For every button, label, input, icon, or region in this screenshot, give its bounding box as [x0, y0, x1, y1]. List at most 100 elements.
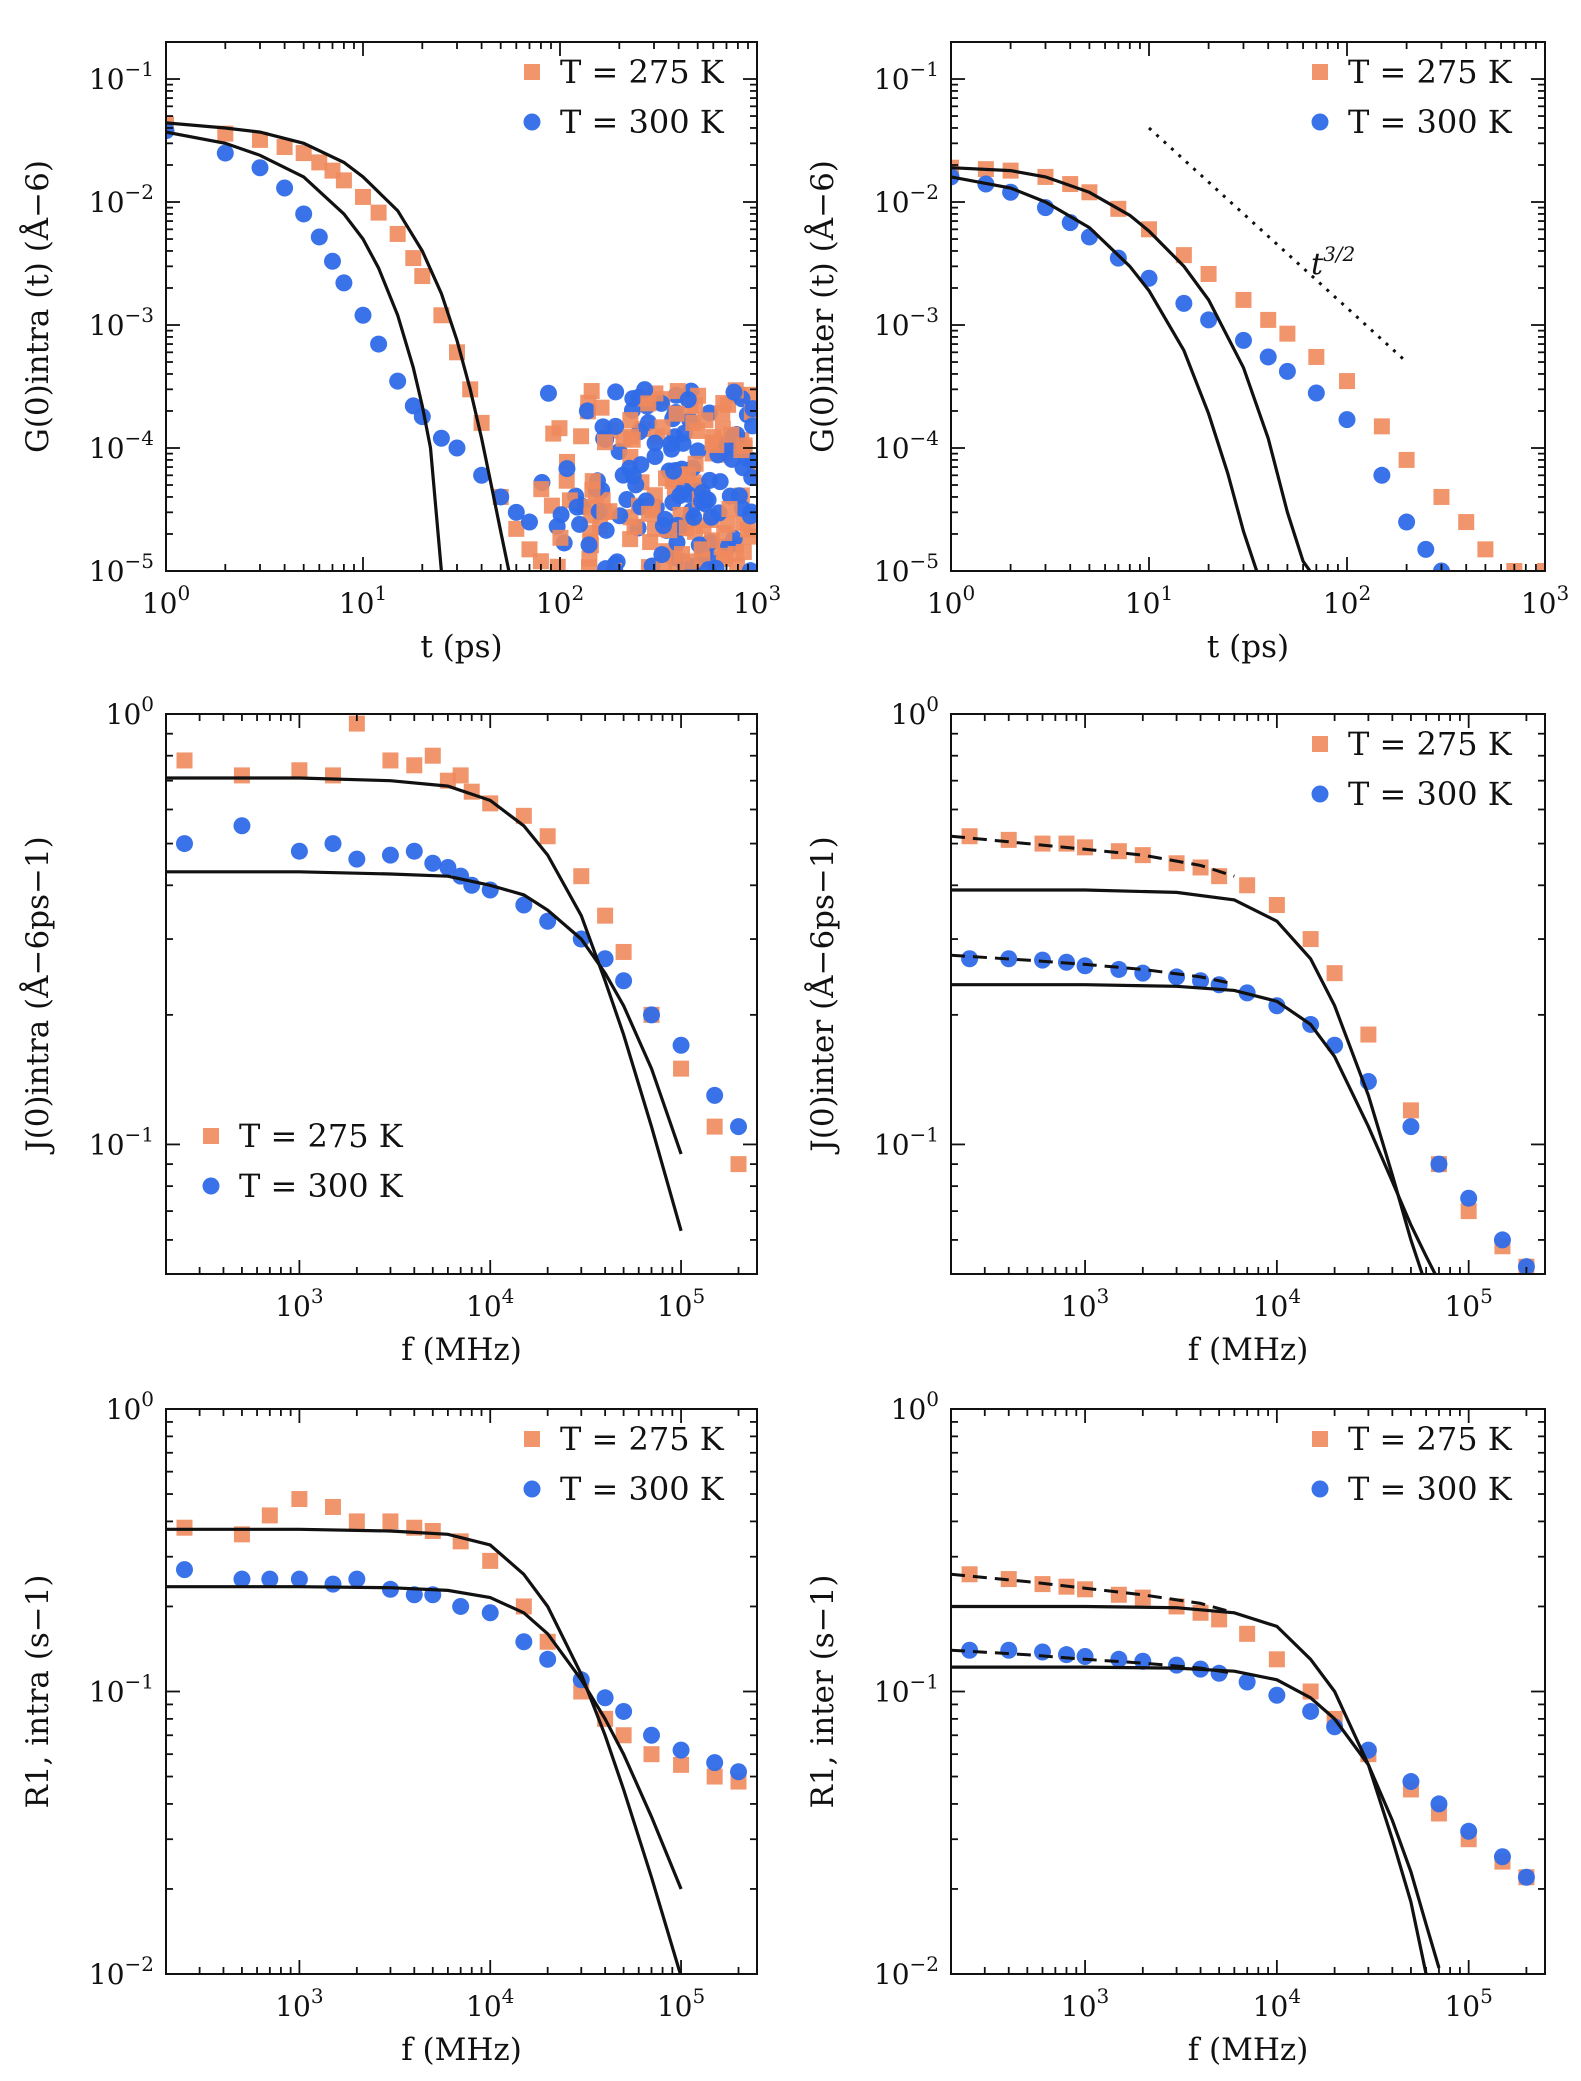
x-axis-label: t (ps) [420, 629, 502, 665]
x-tick-label: 105 [657, 1984, 705, 2023]
series-300K [961, 1641, 1535, 1886]
data-point [452, 1597, 470, 1615]
data-point [1110, 960, 1128, 978]
data-point [551, 420, 568, 437]
data-point [324, 767, 341, 784]
data-point [175, 1561, 193, 1579]
x-tick-label: 105 [657, 1284, 705, 1323]
data-point [1200, 311, 1218, 329]
data-point [348, 715, 365, 732]
x-tick-label: 105 [1444, 1984, 1492, 2023]
data-point [251, 159, 269, 177]
data-point [733, 442, 750, 459]
data-point [730, 1763, 748, 1781]
data-point [664, 493, 682, 511]
plot-frame [165, 41, 758, 572]
x-tick-label: 103 [733, 581, 781, 620]
data-point [706, 1768, 723, 1785]
series-300K [951, 168, 1450, 571]
fit-solid-300K [166, 1585, 683, 1890]
data-point [1260, 311, 1277, 328]
data-point [744, 417, 757, 435]
data-point [1192, 1604, 1209, 1621]
legend-marker [523, 113, 541, 131]
series-300K [166, 122, 538, 531]
y-tick-label: 10−4 [874, 426, 939, 465]
x-tick-label: 103 [1061, 1284, 1109, 1323]
x-tick-label: 103 [275, 1284, 323, 1323]
data-point [1259, 348, 1277, 366]
data-point [730, 487, 748, 505]
legend-label: T = 275 K [239, 1117, 404, 1155]
data-point [1430, 1795, 1448, 1813]
data-point [549, 558, 566, 571]
axis-ticks [165, 41, 758, 572]
data-point [1339, 373, 1355, 390]
data-point [730, 1156, 747, 1173]
data-point [607, 417, 625, 435]
legend-label: T = 300 K [1348, 1470, 1513, 1508]
data-point [276, 139, 293, 156]
legend: T = 275 K T = 300 K [202, 1117, 404, 1205]
data-point [624, 431, 641, 448]
data-point [721, 501, 738, 518]
data-point [706, 1118, 723, 1135]
y-axis-label: J(0)intra (Å−6ps−1) [18, 836, 56, 1155]
data-point [668, 405, 685, 422]
data-point [1398, 451, 1415, 468]
data-point [1398, 513, 1416, 531]
y-axis-label: G(0)intra (t) (Å−6) [18, 160, 56, 453]
data-point [568, 498, 586, 516]
data-point [727, 545, 744, 562]
panel-4: 103 104 105 10−1 100 f (MHz) J(0)inter (Å−6ps−… [803, 692, 1546, 1368]
data-point [1537, 563, 1545, 571]
data-point [1109, 249, 1127, 267]
series-300K [961, 950, 1535, 1274]
fit-solid-300K [166, 870, 683, 1155]
series-275K [961, 828, 1535, 1274]
data-point [166, 122, 175, 140]
axis-ticks [950, 1408, 1545, 1975]
fit-solid-275K [951, 888, 1424, 1274]
data-point [707, 559, 725, 571]
x-tick-label: 101 [339, 581, 387, 620]
data-point [654, 419, 671, 436]
y-tick-label: 10−1 [89, 57, 154, 96]
data-point [744, 400, 757, 418]
data-point [552, 529, 569, 546]
data-point [741, 562, 757, 571]
plot-area [951, 126, 1545, 571]
data-point [1239, 877, 1256, 894]
data-point [583, 383, 600, 400]
data-point [1175, 247, 1192, 264]
legend-marker [203, 1128, 219, 1144]
data-point [593, 399, 610, 416]
data-point [1458, 514, 1475, 531]
data-point [370, 335, 388, 353]
data-point [324, 1575, 342, 1593]
legend-label: T = 300 K [239, 1167, 404, 1205]
data-point [679, 391, 697, 409]
y-axis-label: R1, inter (s−1) [805, 1575, 841, 1809]
data-point [725, 383, 743, 401]
data-point [1517, 1258, 1535, 1274]
data-point [405, 250, 422, 267]
data-point [646, 447, 664, 465]
data-point [1110, 843, 1127, 860]
data-point [665, 462, 683, 480]
data-point [1326, 965, 1343, 982]
data-point [381, 1580, 399, 1598]
data-point [1057, 1646, 1075, 1664]
data-point [584, 473, 601, 490]
x-axis-label: f (MHz) [401, 1332, 522, 1368]
data-point [1517, 1868, 1535, 1886]
data-point [290, 1570, 308, 1588]
data-point [615, 1702, 633, 1720]
plot-frame [165, 1408, 758, 1975]
fit-dashed-300K [951, 1648, 1235, 1675]
data-point [389, 225, 406, 242]
x-tick-label: 101 [1125, 581, 1173, 620]
data-point [348, 1513, 365, 1530]
data-point [673, 1756, 690, 1773]
data-point [1268, 1686, 1286, 1704]
